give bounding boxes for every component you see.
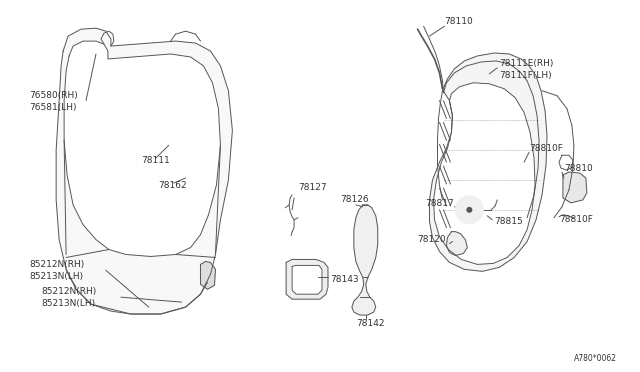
Polygon shape bbox=[56, 28, 232, 314]
Polygon shape bbox=[286, 259, 328, 299]
Text: 78162: 78162 bbox=[159, 180, 188, 189]
Circle shape bbox=[456, 196, 483, 224]
Text: 78111E(RH): 78111E(RH) bbox=[499, 60, 554, 68]
Text: 78120: 78120 bbox=[417, 235, 446, 244]
Circle shape bbox=[467, 207, 472, 213]
Polygon shape bbox=[563, 172, 587, 203]
Text: 78810: 78810 bbox=[564, 164, 593, 173]
Text: 78126: 78126 bbox=[340, 195, 369, 204]
Text: 78143: 78143 bbox=[330, 275, 358, 284]
Text: 76581(LH): 76581(LH) bbox=[29, 103, 77, 112]
Text: 78142: 78142 bbox=[356, 320, 385, 328]
Text: 85212N(RH): 85212N(RH) bbox=[29, 260, 84, 269]
Text: 78111F(LH): 78111F(LH) bbox=[499, 71, 552, 80]
Polygon shape bbox=[200, 262, 216, 289]
Text: 76580(RH): 76580(RH) bbox=[29, 91, 78, 100]
Text: 78817: 78817 bbox=[426, 199, 454, 208]
Polygon shape bbox=[352, 205, 378, 315]
Polygon shape bbox=[429, 53, 547, 271]
Polygon shape bbox=[447, 232, 467, 256]
Polygon shape bbox=[292, 265, 322, 294]
Text: 78127: 78127 bbox=[298, 183, 327, 192]
Text: 78810F: 78810F bbox=[529, 144, 563, 153]
Text: 78810F: 78810F bbox=[559, 215, 593, 224]
Polygon shape bbox=[433, 83, 535, 264]
Text: 85213N(LH): 85213N(LH) bbox=[41, 299, 95, 308]
Text: 78110: 78110 bbox=[444, 17, 473, 26]
Text: A780*0062: A780*0062 bbox=[573, 354, 617, 363]
Text: 78111: 78111 bbox=[141, 156, 170, 165]
Text: 85212N(RH): 85212N(RH) bbox=[41, 287, 97, 296]
Text: 78815: 78815 bbox=[494, 217, 523, 226]
Text: 85213N(LH): 85213N(LH) bbox=[29, 272, 83, 281]
Polygon shape bbox=[64, 41, 220, 256]
